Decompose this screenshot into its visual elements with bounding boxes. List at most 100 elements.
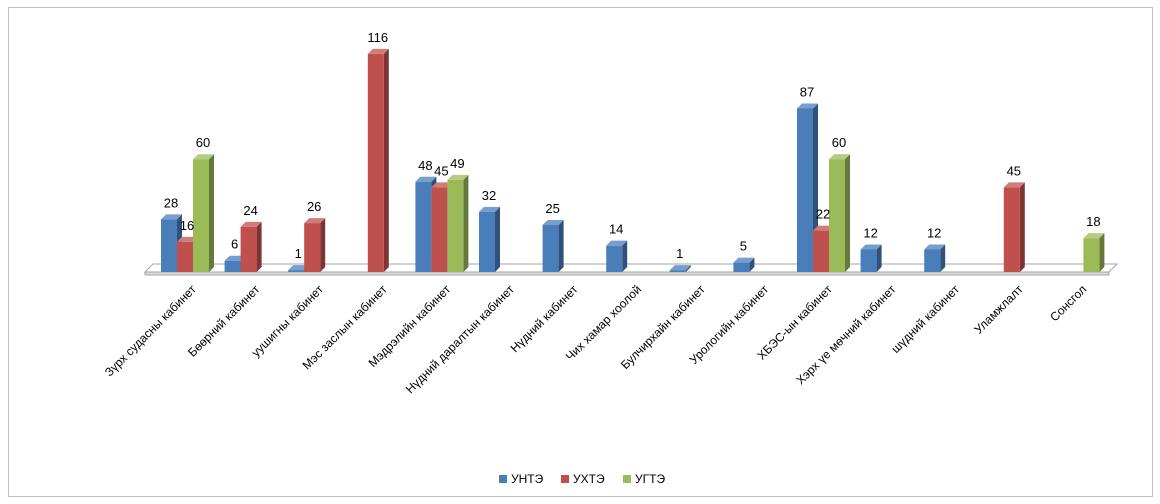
bar-top [288,265,310,271]
bar-top [733,257,755,263]
bar-front [367,53,384,272]
legend-label: УХТЭ [573,472,605,486]
bar-УХТЭ-13 [1003,182,1025,272]
bar-front [669,270,686,272]
bar-front [1083,238,1100,272]
bar-front [288,270,305,272]
floor-front [144,271,1110,276]
bar-front [177,241,193,272]
bar-УНТЭ-9 [733,257,755,272]
bar-front [797,108,813,272]
bar-front [829,159,845,272]
bar-side [876,244,882,272]
data-label-УХТЭ-2: 26 [307,199,321,214]
bar-УХТЭ-1 [240,221,262,272]
bar-side [1099,233,1105,272]
data-label-УХТЭ-1: 24 [243,203,257,218]
bar-side [320,218,326,272]
bar-side [495,206,500,272]
category-label-12: шүдний кабинет [888,282,962,356]
bar-top [813,225,834,231]
data-label-УХТЭ-0: 16 [180,218,194,233]
bar-front [479,211,495,272]
bar-side [209,154,214,272]
bar-top [606,240,628,246]
bar-side [940,244,946,272]
bar-top [479,206,500,212]
bar-top [367,48,389,54]
data-label-УГТЭ-0: 60 [196,135,210,150]
data-label-УНТЭ-4: 48 [418,158,432,173]
legend-item-УНТЭ: УНТЭ [499,472,544,486]
data-label-УНТЭ-9: 5 [740,239,747,254]
bar-front [304,223,321,272]
bar-side [383,48,389,272]
data-label-УХТЭ-3: 116 [367,30,388,45]
bar-front [924,249,941,272]
data-label-УНТЭ-10: 87 [800,84,814,99]
legend-label: УНТЭ [511,472,544,486]
bar-УНТЭ-12 [924,244,946,272]
data-label-УНТЭ-0: 28 [164,195,178,210]
bar-top [797,103,818,109]
bar-side [463,174,469,272]
bar-top [161,214,182,220]
bar-side [622,240,628,272]
bar-front [1003,187,1020,272]
bar-УХТЭ-2 [304,218,326,272]
bar-side [845,154,850,272]
bar-top [829,154,850,160]
data-label-УГТЭ-14: 18 [1086,214,1100,229]
legend-label: УГТЭ [635,472,665,486]
data-label-УНТЭ-7: 14 [609,222,623,237]
bar-front [431,187,448,272]
category-label-6: Нүдний кабинет [508,282,581,355]
bar-УГТЭ-0 [193,154,214,272]
bar-top [304,218,326,224]
bar-top [415,176,437,182]
bar-front [542,225,559,272]
legend-swatch [561,475,569,483]
bar-top [447,174,469,180]
bar-УГТЭ-10 [829,154,850,272]
bars-layer [161,48,1105,272]
chart-frame: 28 16 60 6 24 1 26 116 48 45 49 32 25 14 1 5 87 22 60 12 12 4… [8,7,1153,497]
legend-item-УГТЭ: УГТЭ [623,472,665,486]
category-label-13: Уламжлалт [971,282,1026,337]
bar-front [447,179,464,272]
legend-swatch [499,475,507,483]
bar-top [177,236,198,242]
bar-top [1083,233,1105,239]
bar-front [606,245,623,272]
legend-swatch [623,475,631,483]
legend: УНТЭ УХТЭ УГТЭ [499,472,665,486]
data-label-УНТЭ-8: 1 [676,246,683,261]
data-label-УХТЭ-13: 45 [1007,163,1021,178]
bar-front [813,230,829,272]
data-label-УНТЭ-6: 25 [545,201,559,216]
bar-УНТЭ-7 [606,240,628,272]
bar-side [1019,182,1025,272]
bar-УНТЭ-8 [669,265,691,272]
data-label-УГТЭ-10: 60 [832,135,846,150]
bar-front [224,260,241,272]
bar-side [749,257,755,272]
bar-side [558,220,564,272]
bar-УНТЭ-5 [479,206,500,272]
bar-top [860,244,882,250]
data-label-УХТЭ-10: 22 [816,207,830,222]
category-label-14: Сонсгол [1047,282,1089,324]
data-label-УНТЭ-2: 1 [295,246,302,261]
bar-УГТЭ-14 [1083,233,1105,272]
data-label-УНТЭ-5: 32 [482,188,496,203]
bar-УНТЭ-6 [542,220,564,272]
bar-front [415,181,432,272]
bar-front [161,219,177,272]
bar-top [224,255,246,261]
bar-top [240,221,262,227]
bar-top [669,265,691,271]
data-label-УНТЭ-12: 12 [927,225,941,240]
category-label-5: Нүдний даралтын кабинет [403,282,517,396]
